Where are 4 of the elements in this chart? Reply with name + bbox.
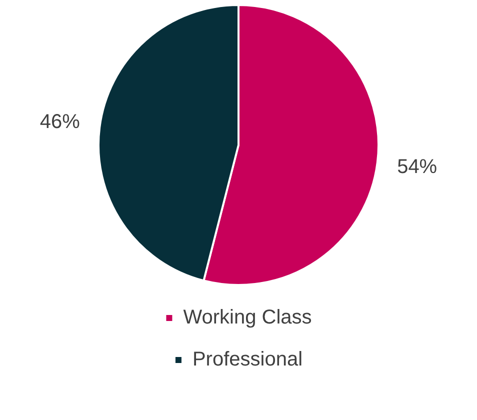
legend-label: Working Class	[183, 306, 312, 329]
data-label: 46%	[40, 110, 80, 133]
legend-label: Professional	[192, 348, 303, 371]
data-label: 54%	[397, 156, 438, 178]
